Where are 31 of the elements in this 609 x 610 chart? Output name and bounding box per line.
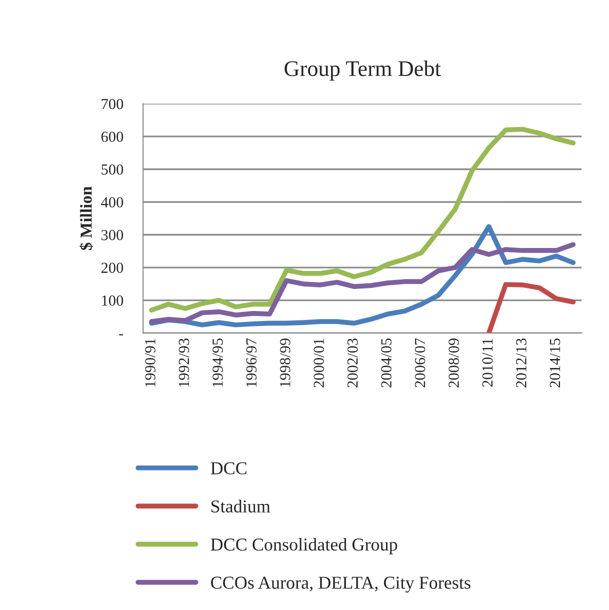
- x-tick-label: 1996/97: [246, 338, 257, 387]
- line-series: [149, 242, 576, 324]
- y-tick-label: 500: [102, 164, 124, 175]
- x-tick-label: 2010/11: [482, 338, 493, 387]
- legend-label: Stadium: [211, 500, 270, 513]
- x-tick-label: 2014/15: [550, 338, 560, 388]
- x-tick-label: 2012/13: [516, 338, 526, 388]
- y-tick-label: -: [119, 334, 124, 336]
- x-tick-label: 1990/91: [145, 338, 156, 387]
- legend-label: DCC Consolidated Group: [210, 538, 398, 554]
- x-tick-label: 2008/09: [448, 338, 459, 388]
- line-series: [149, 126, 576, 313]
- line-series: [486, 282, 576, 334]
- x-tick-label: 2004/05: [381, 338, 392, 388]
- x-tick-label: 1998/99: [280, 338, 290, 387]
- y-tick-label: 200: [101, 262, 124, 273]
- legend-label: CCOs Aurora, DELTA, City Forests: [211, 576, 470, 593]
- x-tick-label: 1994/95: [212, 338, 223, 387]
- x-tick-label: 2006/07: [414, 338, 426, 388]
- line-series: [149, 224, 576, 328]
- chart-title: Group Term Debt: [284, 60, 441, 81]
- y-axis-title: $ Million: [80, 186, 93, 250]
- x-tick-label: 2002/03: [347, 338, 358, 388]
- y-tick-label: 100: [102, 295, 124, 306]
- legend-label: DCC: [210, 462, 246, 474]
- y-tick-label: 700: [102, 98, 124, 110]
- y-tick-label: 600: [101, 132, 124, 142]
- x-tick-label: 2000/01: [314, 338, 324, 388]
- y-tick-label: 400: [101, 197, 124, 208]
- y-tick-label: 300: [101, 230, 124, 240]
- x-tick-label: 1992/93: [178, 338, 190, 387]
